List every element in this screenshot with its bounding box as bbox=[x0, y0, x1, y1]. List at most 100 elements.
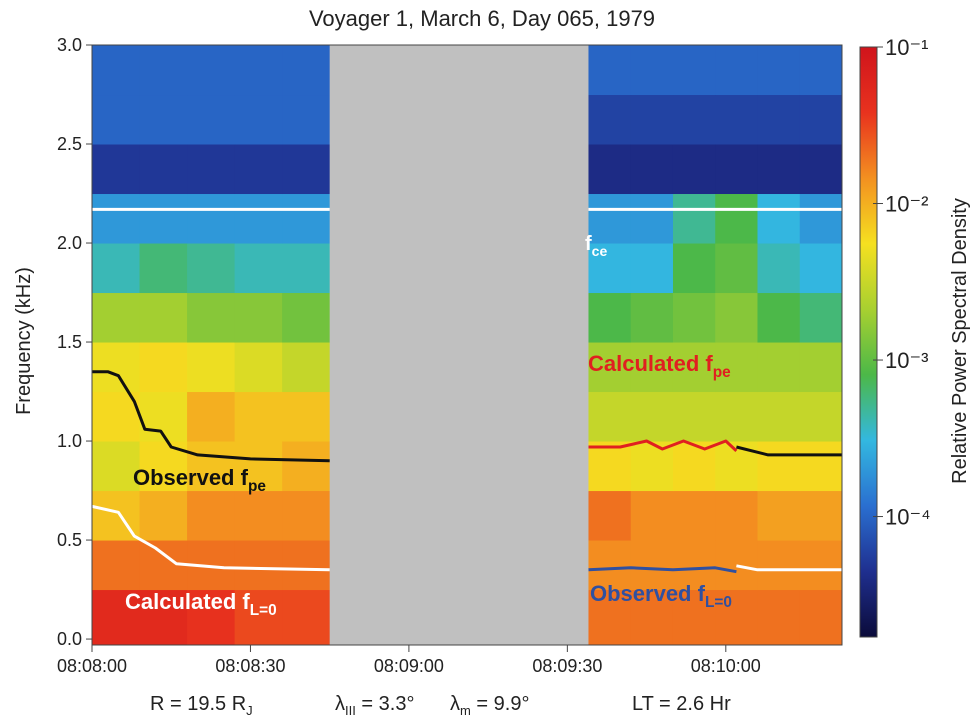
heat-cell bbox=[92, 540, 141, 591]
heat-cell bbox=[92, 193, 141, 244]
heat-cell bbox=[588, 193, 632, 244]
footer-after: = 3.3° bbox=[356, 693, 415, 715]
heat-cell bbox=[757, 193, 801, 244]
heat-cell bbox=[715, 342, 758, 393]
heat-cell bbox=[757, 45, 801, 96]
x-tick-label: 08:08:00 bbox=[57, 656, 127, 676]
heat-cell bbox=[757, 342, 801, 393]
heat-cell bbox=[757, 589, 801, 646]
heat-cell bbox=[92, 441, 141, 492]
heat-cell bbox=[187, 441, 236, 492]
heat-cell bbox=[234, 540, 283, 591]
heat-cell bbox=[187, 94, 236, 145]
heat-cell bbox=[282, 391, 331, 442]
line-label: Observed fpe bbox=[133, 465, 266, 495]
line-label: fce bbox=[585, 233, 607, 259]
heat-cell bbox=[234, 589, 283, 646]
label-text: Observed f bbox=[133, 465, 249, 490]
heat-cell bbox=[139, 342, 188, 393]
y-axis-label: Frequency (kHz) bbox=[13, 267, 35, 415]
heat-cell bbox=[672, 243, 716, 294]
heat-cell bbox=[234, 342, 283, 393]
heat-cell bbox=[630, 490, 674, 541]
footer-item: λm = 9.9° bbox=[450, 693, 529, 718]
y-tick-label: 1.5 bbox=[57, 332, 82, 352]
data-gap bbox=[329, 144, 589, 195]
heat-cell bbox=[630, 94, 674, 145]
label-subscript: pe bbox=[248, 478, 266, 495]
heat-cell bbox=[630, 540, 674, 591]
heat-cell bbox=[588, 45, 632, 96]
heat-cell bbox=[234, 94, 283, 145]
x-tick-label: 08:09:00 bbox=[374, 656, 444, 676]
line bbox=[92, 370, 842, 463]
heat-cell bbox=[630, 589, 674, 646]
heat-cell bbox=[282, 342, 331, 393]
heat-cell bbox=[234, 441, 283, 492]
line-label: Calculated fpe bbox=[588, 351, 731, 381]
heat-cell bbox=[234, 193, 283, 244]
heat-cell bbox=[799, 193, 843, 244]
heat-cell bbox=[187, 391, 236, 442]
heat-cell bbox=[139, 243, 188, 294]
heat-cell bbox=[799, 589, 843, 646]
heat-cell bbox=[187, 292, 236, 343]
heat-cell bbox=[234, 243, 283, 294]
heat-cell bbox=[92, 144, 141, 195]
data-gap bbox=[329, 490, 589, 541]
footer-after: = 9.9° bbox=[471, 693, 530, 715]
colorbar-tick-label: 10⁻² bbox=[885, 192, 928, 217]
line bbox=[588, 439, 738, 452]
heat-cell bbox=[630, 391, 674, 442]
data-gap bbox=[329, 342, 589, 393]
heat-cell bbox=[715, 490, 758, 541]
heat-cell bbox=[139, 144, 188, 195]
heat-cell bbox=[715, 144, 758, 195]
heat-cell bbox=[187, 342, 236, 393]
heat-cell bbox=[672, 589, 716, 646]
heat-cell bbox=[672, 490, 716, 541]
heat-cell bbox=[672, 342, 716, 393]
heat-cell bbox=[187, 589, 236, 646]
label-subscript: pe bbox=[713, 364, 731, 381]
heat-cell bbox=[282, 193, 331, 244]
data-gap bbox=[329, 193, 589, 244]
heat-cell bbox=[630, 243, 674, 294]
heat-cell bbox=[672, 45, 716, 96]
heat-cell bbox=[672, 540, 716, 591]
plot-frame bbox=[91, 44, 843, 646]
heat-cell bbox=[234, 144, 283, 195]
heat-cell bbox=[187, 193, 236, 244]
heat-cell bbox=[630, 144, 674, 195]
data-gap bbox=[329, 292, 589, 343]
heat-cell bbox=[234, 391, 283, 442]
data-gap bbox=[329, 94, 589, 145]
heat-cell bbox=[757, 391, 801, 442]
y-tick-label: 3.0 bbox=[57, 35, 82, 55]
heat-cell bbox=[672, 144, 716, 195]
heat-cell bbox=[588, 144, 632, 195]
line-label: Observed fL=0 bbox=[590, 581, 732, 611]
line-label: Calculated fL=0 bbox=[125, 589, 277, 619]
y-tick-label: 0.0 bbox=[57, 629, 82, 649]
heat-cell bbox=[588, 94, 632, 145]
heat-cell bbox=[282, 94, 331, 145]
heat-cell bbox=[282, 441, 331, 492]
label-text: Calculated f bbox=[125, 589, 250, 614]
footer-subscript: III bbox=[345, 703, 356, 718]
heat-cell bbox=[799, 342, 843, 393]
heat-cell bbox=[588, 342, 632, 393]
heat-cell bbox=[630, 292, 674, 343]
heat-cell bbox=[187, 243, 236, 294]
heat-cell bbox=[187, 490, 236, 541]
y-tick-label: 2.0 bbox=[57, 233, 82, 253]
heat-cell bbox=[757, 144, 801, 195]
label-text: Calculated f bbox=[588, 351, 713, 376]
colorbar-label: Relative Power Spectral Density bbox=[949, 198, 971, 484]
footer-text: LT = 2.6 Hr bbox=[632, 693, 731, 715]
line bbox=[91, 504, 842, 572]
heat-cell bbox=[92, 292, 141, 343]
colorbar-tick-label: 10⁻⁴ bbox=[885, 505, 931, 530]
